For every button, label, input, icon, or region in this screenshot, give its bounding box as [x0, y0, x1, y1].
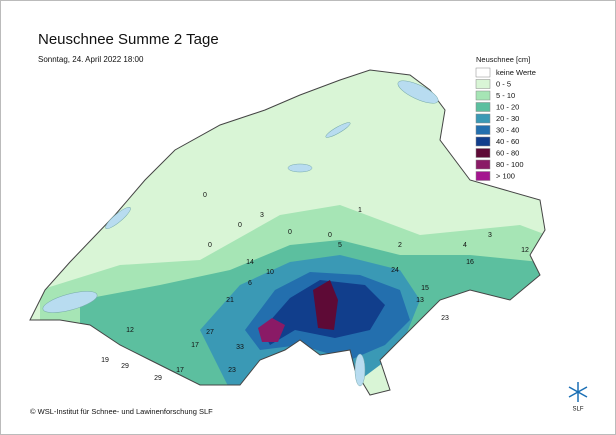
- station-value: 15: [421, 285, 429, 292]
- station-value: 23: [441, 315, 449, 322]
- legend-label: 60 - 80: [496, 148, 519, 157]
- zone: [258, 318, 285, 342]
- station-value: 1: [358, 207, 362, 214]
- station-value: 10: [266, 269, 274, 276]
- subtitle: Sonntag, 24. April 2022 18:00: [38, 55, 144, 64]
- legend-swatch: [475, 159, 491, 170]
- station-value: 0: [238, 222, 242, 229]
- footer: © WSL-Institut für Schnee- und Lawinenfo…: [30, 407, 213, 416]
- legend-swatch: [475, 125, 491, 135]
- station-value: 21: [226, 297, 234, 304]
- logo: [568, 382, 588, 402]
- logo-text: SLF: [572, 407, 583, 413]
- station-value: 14: [246, 259, 254, 266]
- lake: [325, 122, 351, 138]
- station-value: 12: [521, 247, 529, 254]
- legend-title: Neuschnee [cm]: [476, 55, 530, 64]
- lake: [397, 80, 439, 104]
- legend-label: 10 - 20: [496, 102, 519, 111]
- legend-label: 20 - 30: [496, 114, 519, 123]
- station-value: 17: [191, 342, 199, 349]
- station-value: 0: [208, 242, 212, 249]
- lake: [42, 291, 98, 313]
- logo-stroke: [568, 386, 588, 398]
- legend-label: > 100: [496, 171, 515, 180]
- legend-swatch: [475, 102, 491, 112]
- legend-swatch: [475, 148, 491, 158]
- station-value: 27: [206, 329, 214, 336]
- station-value: 16: [466, 259, 474, 266]
- station-value: 17: [176, 367, 184, 374]
- legend-label: 5 - 10: [496, 91, 515, 100]
- legend-swatch: [475, 171, 491, 181]
- lake: [105, 207, 131, 229]
- title: Neuschnee Summe 2 Tage: [38, 31, 219, 48]
- station-value: 12: [126, 327, 134, 334]
- station-value: 6: [248, 280, 252, 287]
- station-value: 3: [260, 212, 264, 219]
- station-value: 29: [154, 375, 162, 382]
- legend-swatch: [475, 136, 491, 147]
- station-value: 0: [288, 229, 292, 236]
- legend-swatch: [475, 90, 491, 101]
- lake: [287, 163, 313, 173]
- station-value: 3: [488, 232, 492, 239]
- legend-swatch: [475, 113, 491, 124]
- station-value: 0: [203, 192, 207, 199]
- legend-label: 40 - 60: [496, 137, 519, 146]
- station-value: 24: [391, 267, 399, 274]
- station-value: 33: [236, 344, 244, 351]
- lakes: [42, 80, 439, 387]
- station-value: 5: [338, 242, 342, 249]
- legend-swatch: [475, 79, 491, 89]
- station-value: 19: [101, 357, 109, 364]
- legend-label: 0 - 5: [496, 79, 511, 88]
- legend-label: keine Werte: [496, 68, 536, 77]
- station-value: 4: [463, 242, 467, 249]
- zone: [313, 280, 338, 330]
- lake: [354, 353, 366, 387]
- legend-label: 30 - 40: [496, 125, 519, 134]
- station-value: 29: [121, 363, 129, 370]
- station-value: 0: [328, 232, 332, 239]
- station-value: 2: [398, 242, 402, 249]
- legend-swatch: [475, 67, 491, 78]
- legend-label: 80 - 100: [496, 160, 524, 169]
- station-value: 23: [228, 367, 236, 374]
- legend: keine Werte 0 - 5 5 - 10 10 - 20 20 - 30 30 -…: [475, 67, 536, 181]
- station-value: 13: [416, 297, 424, 304]
